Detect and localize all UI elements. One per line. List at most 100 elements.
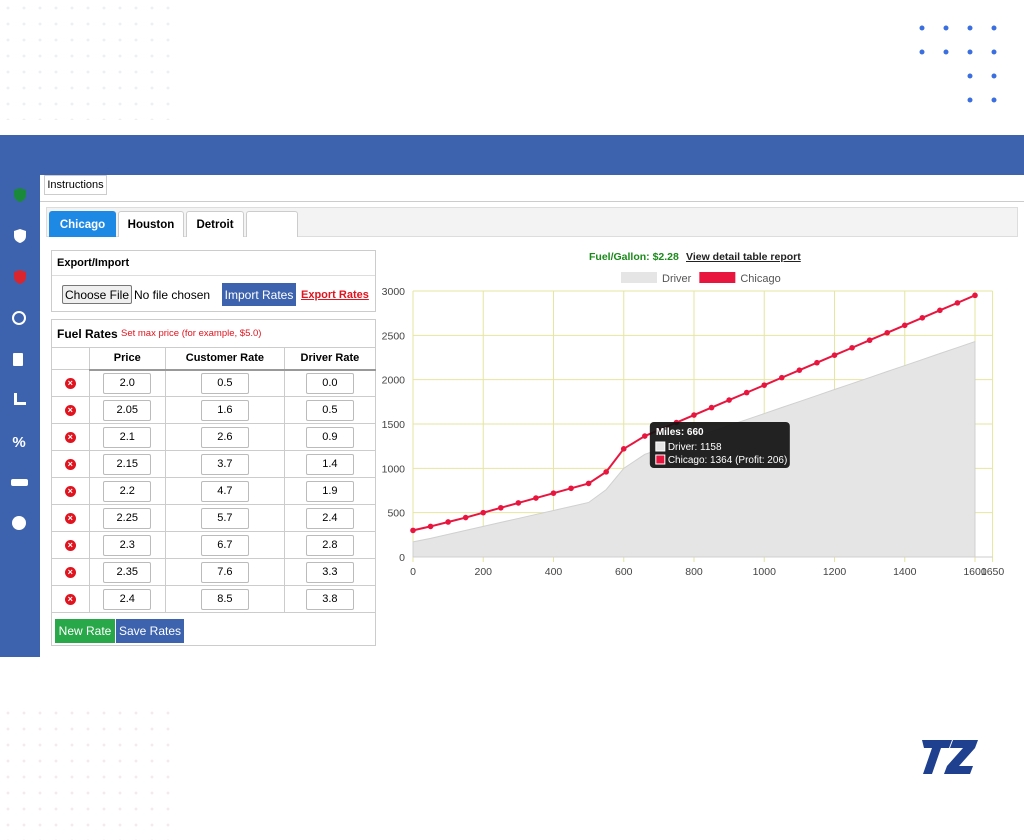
point <box>642 433 648 439</box>
chart: 0 500 1000 1500 2000 2500 3000 0 200 400 600 800 100… <box>382 272 1005 578</box>
icon[interactable] <box>14 229 26 243</box>
rate-input[interactable]: 2.3 <box>103 534 152 556</box>
rate-input[interactable]: 4.7 <box>200 480 249 502</box>
x-tick-label: 1600 <box>963 566 987 578</box>
icon[interactable]: % <box>12 434 25 451</box>
rate-input[interactable]: 0.5 <box>305 399 354 421</box>
rate-input[interactable]: 2.4 <box>103 588 152 610</box>
rate-input[interactable]: 1.4 <box>305 453 354 475</box>
x-tick-label: 1200 <box>823 566 847 578</box>
tooltip-swatch <box>655 441 666 452</box>
rate-input[interactable]: 2.05 <box>103 399 152 421</box>
y-tick-label: 3000 <box>382 286 406 298</box>
rate-input[interactable]: 3.7 <box>200 453 249 475</box>
rate-input[interactable]: 2.0 <box>103 372 152 394</box>
delete-icon[interactable]: × <box>64 405 76 416</box>
header-row: Price Customer Rate Driver Rate <box>51 347 377 371</box>
rate-input[interactable]: 2.2 <box>103 480 152 502</box>
report-link[interactable]: View detail table report <box>686 251 801 263</box>
import-button[interactable]: Import Rates <box>222 283 296 306</box>
point <box>462 514 469 521</box>
icon[interactable] <box>11 479 28 486</box>
y-tick-label: 500 <box>387 508 405 520</box>
delete-icon[interactable]: × <box>64 486 76 497</box>
rate-row: × 2.1 2.6 0.9 <box>51 423 377 451</box>
rate-cell: 2.0 <box>88 369 167 397</box>
point <box>743 389 750 396</box>
new-rate-button[interactable]: New Rate <box>55 619 115 643</box>
rate-input[interactable]: 2.6 <box>200 426 249 448</box>
delete-icon[interactable]: × <box>64 594 76 605</box>
point <box>498 504 504 511</box>
rate-input[interactable]: 5.7 <box>200 507 249 529</box>
rate-input[interactable]: 2.15 <box>103 453 152 475</box>
rate-input[interactable]: 2.4 <box>305 507 354 529</box>
decor-blue-dots <box>919 25 997 103</box>
panel-title: Fuel Rates <box>57 327 118 341</box>
delete-cell: × <box>51 504 90 532</box>
rate-row: × 2.25 5.7 2.4 <box>51 504 377 532</box>
delete-icon[interactable]: × <box>64 432 76 443</box>
instructions-button[interactable]: Instructions <box>44 175 107 195</box>
export-link[interactable]: Export Rates <box>301 289 369 301</box>
delete-icon[interactable]: × <box>64 567 76 578</box>
delete-cell: × <box>51 369 90 397</box>
point <box>779 374 785 381</box>
point <box>866 337 873 344</box>
rate-input[interactable]: 3.8 <box>305 588 354 610</box>
delete-cell: × <box>51 396 90 424</box>
rate-row: × 2.05 1.6 0.5 <box>51 396 377 424</box>
tooltip-box <box>649 422 790 468</box>
delete-cell: × <box>51 558 90 586</box>
icon[interactable] <box>14 188 26 202</box>
point <box>708 404 715 411</box>
header-cell: Driver Rate <box>283 347 377 371</box>
delete-icon[interactable]: × <box>64 378 76 389</box>
tab[interactable] <box>246 211 298 237</box>
rate-input[interactable]: 1.9 <box>305 480 354 502</box>
point <box>761 382 768 388</box>
point <box>410 527 416 534</box>
icon[interactable] <box>14 393 26 405</box>
point <box>445 519 451 525</box>
delete-icon[interactable]: × <box>64 459 76 470</box>
delete-icon[interactable]: × <box>64 540 76 551</box>
icon[interactable] <box>12 311 26 325</box>
rate-input[interactable]: 0.0 <box>305 372 354 394</box>
y-tick-label: 0 <box>399 552 405 564</box>
icon[interactable] <box>12 516 26 530</box>
tooltip-title: Miles: 660 <box>656 427 704 438</box>
tab[interactable]: Houston <box>118 211 184 237</box>
rate-input[interactable]: 0.9 <box>305 426 354 448</box>
choose-file-button[interactable]: Choose File <box>62 285 132 304</box>
rates-table: Price Customer Rate Driver Rate × 2.0 0.5 0.0 ×… <box>51 347 377 613</box>
y-tick-label: 1500 <box>382 419 406 431</box>
rate-input[interactable]: 2.1 <box>103 426 152 448</box>
x-tick-label: 1650 <box>981 566 1005 578</box>
rate-input[interactable]: 3.3 <box>305 561 354 583</box>
tab[interactable]: Chicago <box>49 211 116 237</box>
header-cell: Customer Rate <box>165 347 285 371</box>
rate-input[interactable]: 2.25 <box>103 507 152 529</box>
legend-swatch <box>621 272 657 283</box>
icon[interactable] <box>14 270 26 284</box>
icon[interactable] <box>13 353 23 366</box>
rate-input[interactable]: 0.5 <box>200 372 249 394</box>
rate-input[interactable]: 7.6 <box>200 561 249 583</box>
y-tick-label: 2500 <box>382 330 406 342</box>
rate-input[interactable]: 2.35 <box>103 561 152 583</box>
tooltip-line: Chicago: 1364 (Profit: 206) <box>668 455 788 466</box>
point <box>814 359 820 366</box>
rate-input[interactable]: 1.6 <box>200 399 249 421</box>
save-rates-button[interactable]: Save Rates <box>116 619 184 643</box>
tooltip-swatch <box>655 454 666 465</box>
rate-input[interactable]: 8.5 <box>200 588 249 610</box>
point <box>533 495 539 501</box>
delete-icon[interactable]: × <box>64 513 76 524</box>
sidebar-icons: % <box>11 188 28 530</box>
x-tick-label: 400 <box>545 566 563 578</box>
rate-input[interactable]: 2.8 <box>305 534 354 556</box>
rate-input[interactable]: 6.7 <box>200 534 249 556</box>
tab[interactable]: Detroit <box>186 211 244 237</box>
